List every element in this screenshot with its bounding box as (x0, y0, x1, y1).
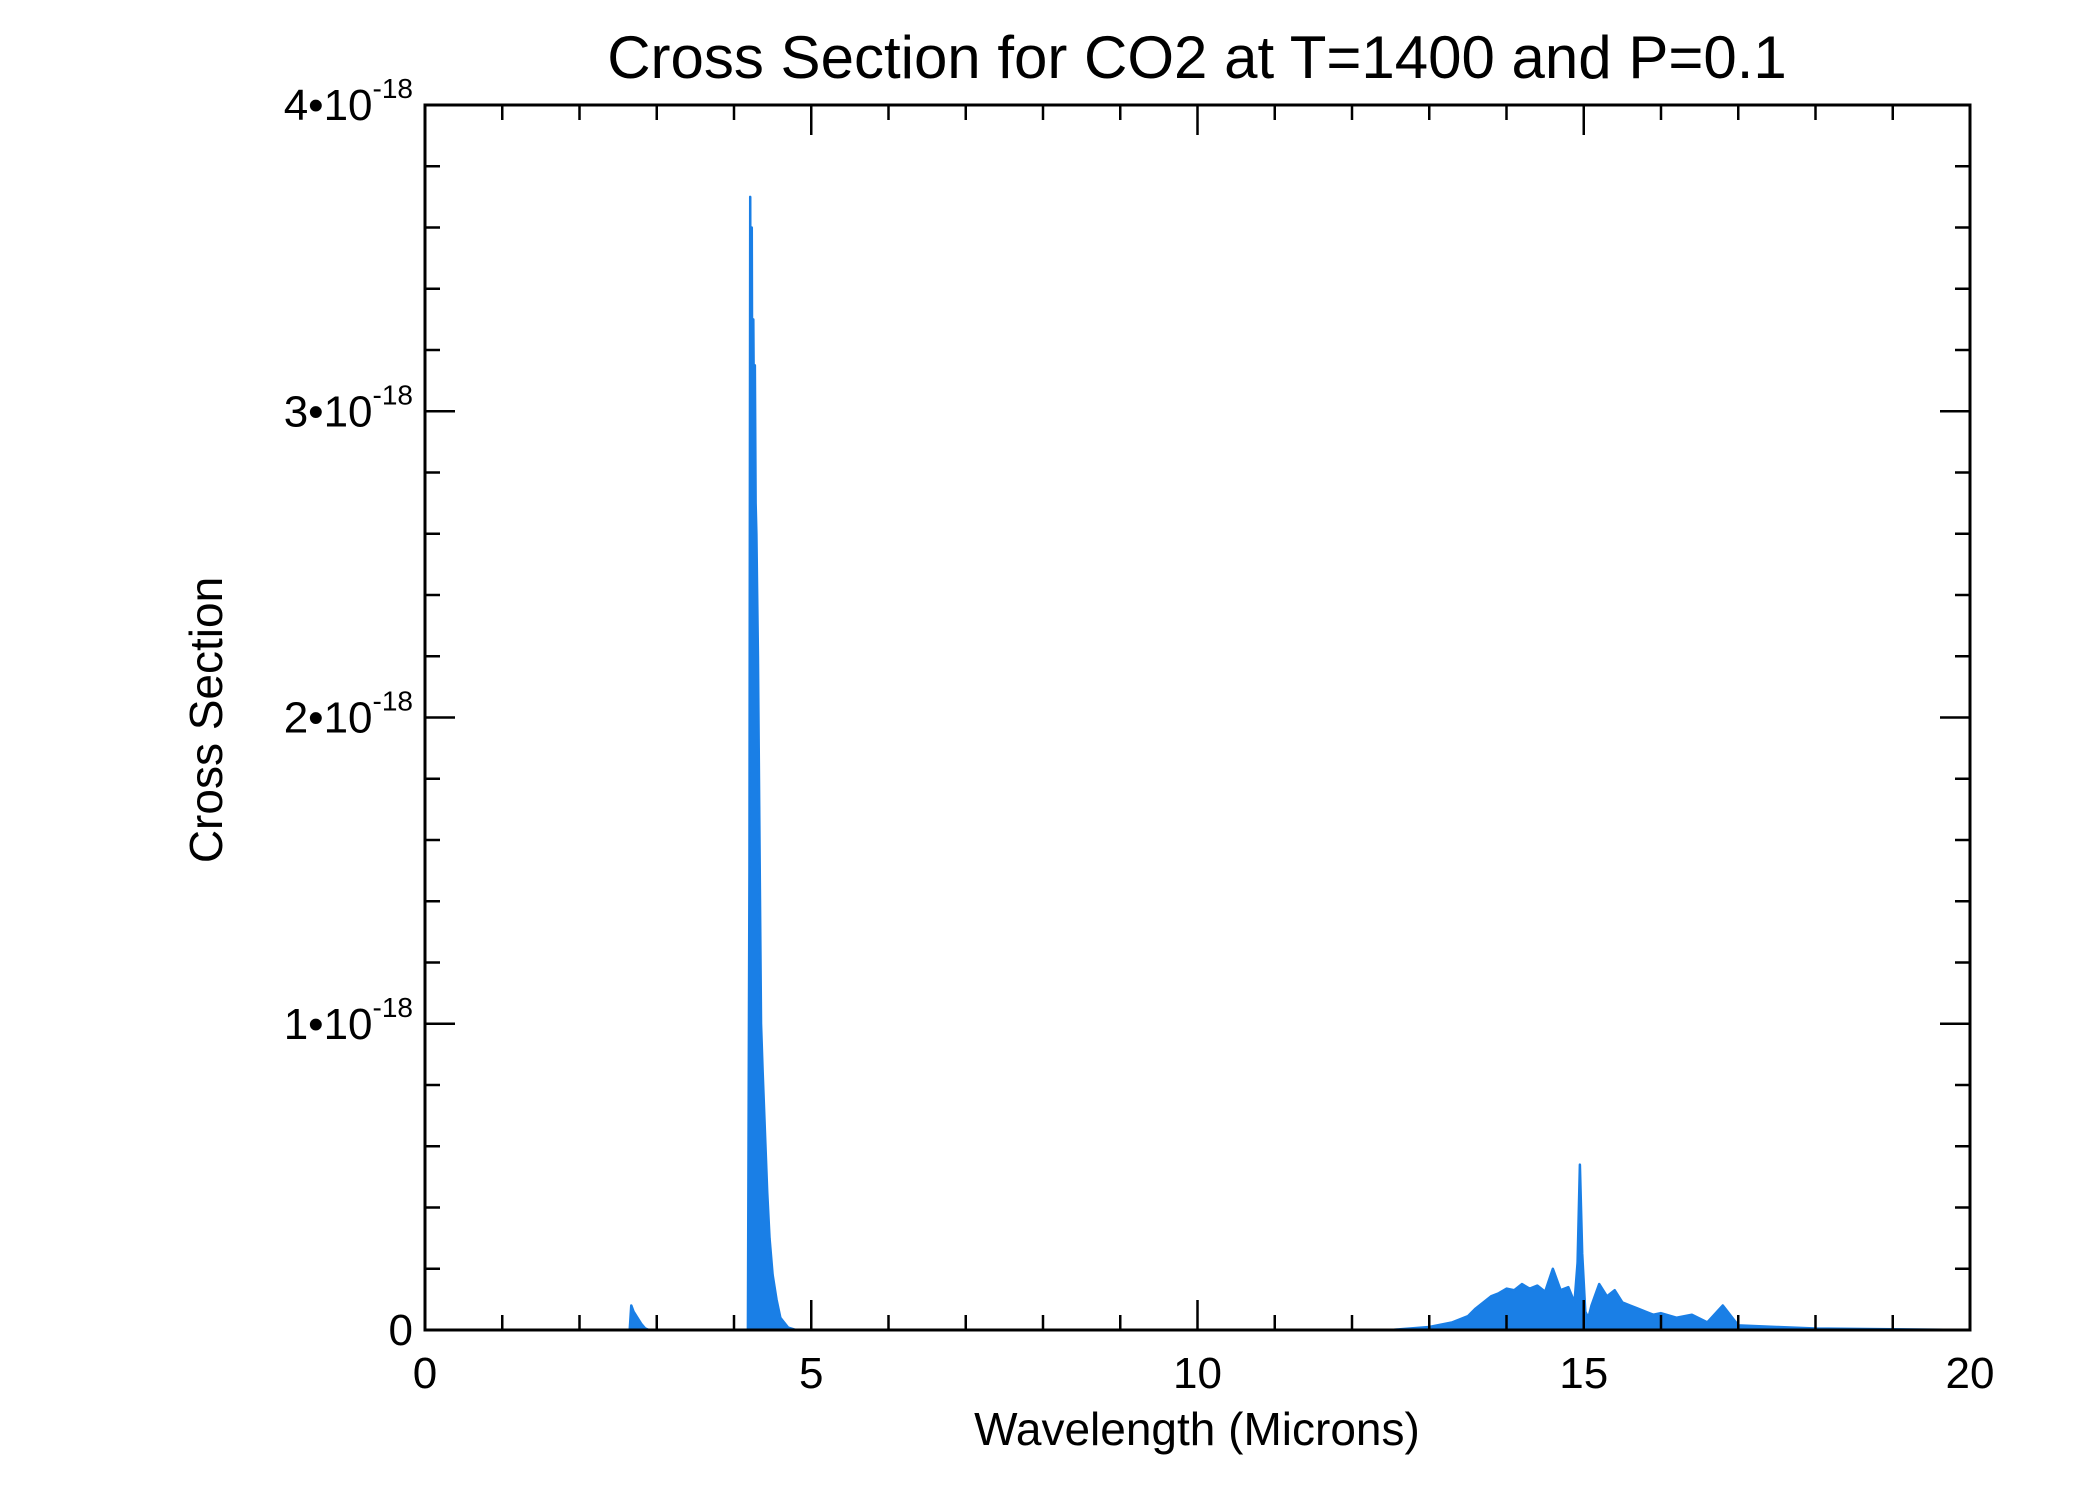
x-tick-label: 5 (799, 1349, 823, 1398)
series-layer (425, 195, 1971, 1332)
y-tick-exponent: -18 (373, 686, 413, 717)
x-tick-labels: 0 5 10 15 20 (413, 1349, 1995, 1398)
x-tick-label: 15 (1559, 1349, 1608, 1398)
y-tick-label: 3•10-18 (284, 379, 413, 436)
y-tick-labels: 01•10-182•10-183•10-184•10-18 (284, 73, 413, 1355)
series-line-0 (425, 195, 1971, 1332)
y-tick-label: 4•10-18 (284, 73, 413, 130)
x-tick-label: 10 (1173, 1349, 1222, 1398)
y-tick-mantissa: 4•10 (284, 81, 373, 130)
y-tick-label: 0 (389, 1306, 413, 1355)
y-tick-label: 2•10-18 (284, 686, 413, 743)
y-tick-exponent: -18 (373, 379, 413, 410)
ticks-layer (423, 103, 1972, 1332)
y-tick-mantissa: 0 (389, 1306, 413, 1355)
x-tick-label: 20 (1946, 1349, 1995, 1398)
y-tick-label: 1•10-18 (284, 992, 413, 1049)
y-tick-mantissa: 3•10 (284, 387, 373, 436)
y-tick-exponent: -18 (373, 73, 413, 104)
x-tick-label: 0 (413, 1349, 437, 1398)
y-tick-exponent: -18 (373, 992, 413, 1023)
y-axis-title: Cross Section (180, 577, 232, 863)
y-tick-mantissa: 1•10 (284, 1000, 373, 1049)
x-axis-title: Wavelength (Microns) (974, 1403, 1420, 1455)
chart-title: Cross Section for CO2 at T=1400 and P=0.… (607, 24, 1787, 91)
y-tick-mantissa: 2•10 (284, 694, 373, 743)
